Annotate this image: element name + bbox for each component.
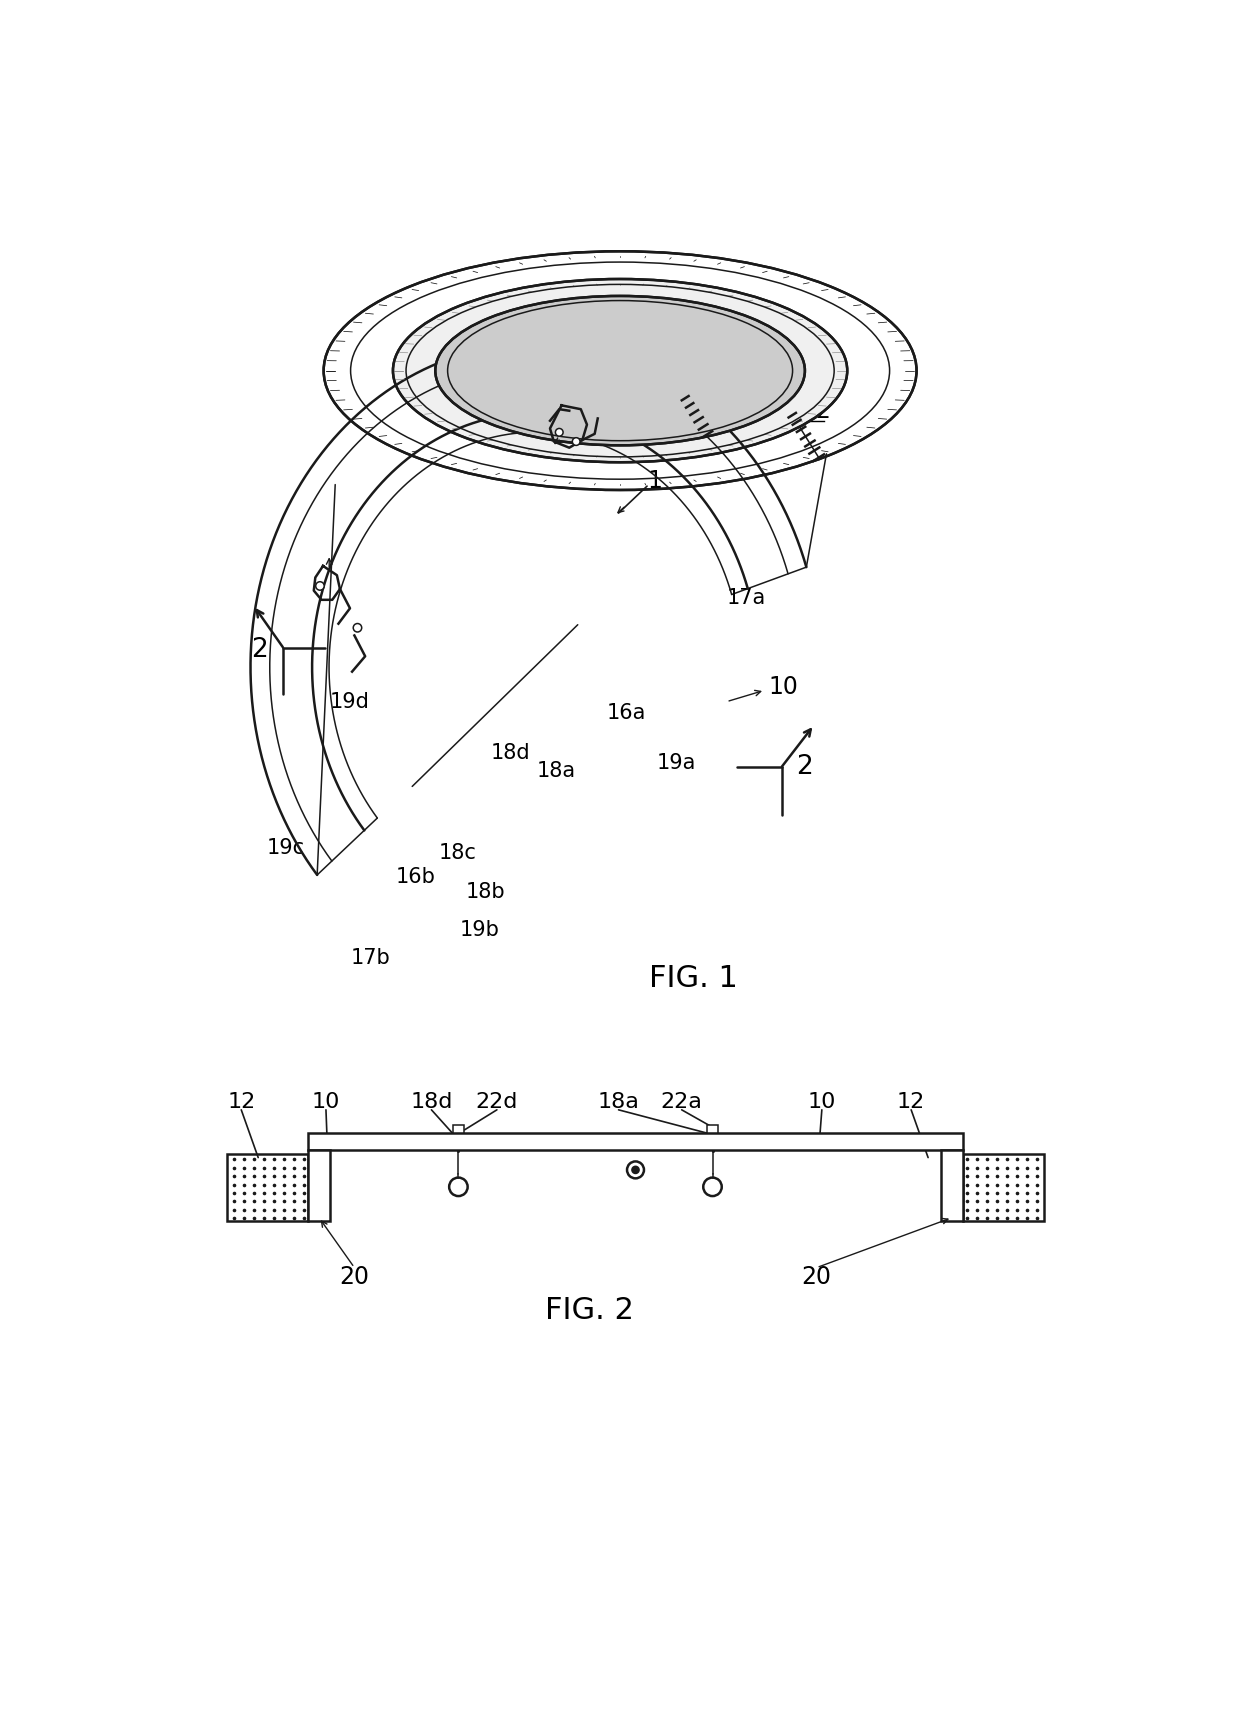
Circle shape [353,624,362,632]
Text: 14: 14 [521,390,551,414]
Text: 18a: 18a [537,761,577,781]
Text: 20: 20 [340,1265,370,1289]
Text: 18a: 18a [598,1092,640,1113]
Bar [707,1125,718,1133]
Text: 12: 12 [227,1092,255,1113]
Text: 19d: 19d [330,692,370,711]
Text: 18b: 18b [466,882,506,902]
Text: 10: 10 [807,1092,836,1113]
Text: 1: 1 [647,468,662,492]
Bar [941,1150,962,1222]
Circle shape [316,581,324,590]
Text: FIG. 2: FIG. 2 [544,1295,634,1324]
Text: 19c: 19c [267,837,304,858]
Bar [227,1154,309,1222]
Circle shape [632,1167,639,1172]
Text: 2: 2 [796,754,813,781]
Bar [309,1133,962,1150]
Text: 18c: 18c [439,844,477,863]
Text: 2: 2 [252,637,268,663]
Text: FIG. 1: FIG. 1 [649,964,738,993]
Text: 12: 12 [897,1092,925,1113]
Ellipse shape [324,251,916,490]
Circle shape [703,1178,722,1196]
Circle shape [449,1178,467,1196]
Bar [453,1125,464,1133]
Circle shape [627,1162,644,1179]
Text: 19b: 19b [460,921,500,940]
Text: 20: 20 [801,1265,832,1289]
Text: 19a: 19a [657,752,697,772]
Ellipse shape [393,279,847,461]
Text: 10: 10 [311,1092,340,1113]
Text: 17a: 17a [727,588,765,608]
Ellipse shape [435,296,805,446]
Text: 10: 10 [768,675,797,699]
Text: 16a: 16a [606,704,646,723]
Text: 22a: 22a [661,1092,703,1113]
Bar [309,1150,330,1222]
Circle shape [573,438,580,446]
Text: 22d: 22d [476,1092,518,1113]
Circle shape [556,429,563,436]
Bar [962,1154,1044,1222]
Text: 12: 12 [801,400,831,424]
Text: 18d: 18d [410,1092,453,1113]
Text: 17b: 17b [351,948,391,967]
Text: 18d: 18d [491,743,531,764]
Text: 16b: 16b [396,866,435,887]
